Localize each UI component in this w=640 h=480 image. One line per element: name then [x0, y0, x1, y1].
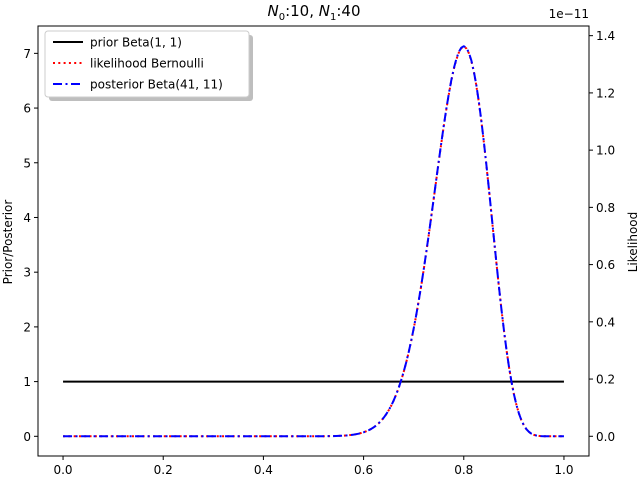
left-tick-label: 4 — [23, 211, 31, 225]
right-axis-offset-label: 1e−11 — [549, 7, 589, 21]
left-tick-label: 5 — [23, 156, 31, 170]
legend-label-posterior: posterior Beta(41, 11) — [90, 78, 223, 92]
right-tick-label: 0.4 — [596, 315, 615, 329]
right-axis-label: Likelihood — [626, 212, 640, 273]
x-tick-label: 0.2 — [154, 463, 173, 477]
left-tick-label: 1 — [23, 375, 31, 389]
legend: prior Beta(1, 1) likelihood Bernoulli po… — [45, 31, 253, 101]
right-tick-label: 0.8 — [596, 201, 615, 215]
left-tick-label: 3 — [23, 266, 31, 280]
right-tick-label: 1.2 — [596, 86, 615, 100]
right-tick-label: 0.6 — [596, 258, 615, 272]
left-tick-label: 7 — [23, 47, 31, 61]
left-tick-label: 2 — [23, 320, 31, 334]
legend-label-prior: prior Beta(1, 1) — [90, 36, 182, 50]
legend-label-likelihood: likelihood Bernoulli — [90, 57, 204, 71]
left-tick-label: 0 — [23, 430, 31, 444]
x-tick-label: 1.0 — [554, 463, 573, 477]
x-tick-label: 0.6 — [354, 463, 373, 477]
right-tick-label: 1.0 — [596, 144, 615, 158]
right-tick-label: 0.2 — [596, 373, 615, 387]
x-tick-label: 0.8 — [454, 463, 473, 477]
left-tick-label: 6 — [23, 102, 31, 116]
right-tick-label: 1.4 — [596, 29, 615, 43]
x-tick-label: 0.4 — [254, 463, 273, 477]
right-tick-label: 0.0 — [596, 430, 615, 444]
x-tick-label: 0.0 — [53, 463, 72, 477]
left-axis-label: Prior/Posterior — [1, 200, 15, 285]
